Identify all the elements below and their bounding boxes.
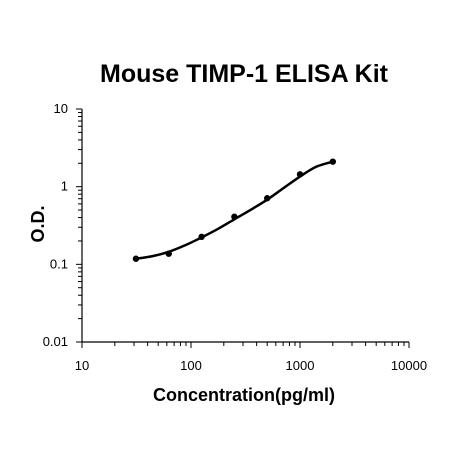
data-point xyxy=(231,213,238,220)
data-points-layer xyxy=(132,158,337,262)
x-tick-label: 10 xyxy=(75,358,89,373)
axes xyxy=(81,109,409,343)
y-tick-label: 10 xyxy=(54,101,68,116)
chart-title: Mouse TIMP-1 ELISA Kit xyxy=(100,60,389,88)
data-point xyxy=(165,250,172,257)
data-point xyxy=(296,171,304,178)
x-tick-label: 10000 xyxy=(391,358,427,373)
y-axis-label: O.D. xyxy=(28,205,48,242)
y-tick-label: 0.01 xyxy=(43,334,68,349)
data-point xyxy=(198,233,205,241)
fit-curve xyxy=(134,160,335,260)
data-point xyxy=(132,255,140,262)
tick-marks xyxy=(76,108,410,348)
y-tick-label: 0.1 xyxy=(50,256,68,271)
fit-curve-layer xyxy=(134,160,335,260)
tick-labels: 10 100 1000 10000 0.01 0.1 1 10 xyxy=(43,101,427,373)
data-point xyxy=(263,195,271,202)
x-tick-label: 1000 xyxy=(286,358,315,373)
x-axis-label: Concentration(pg/ml) xyxy=(153,385,335,405)
data-point xyxy=(329,158,337,165)
x-tick-label: 100 xyxy=(180,358,202,373)
y-tick-label: 1 xyxy=(61,179,68,194)
